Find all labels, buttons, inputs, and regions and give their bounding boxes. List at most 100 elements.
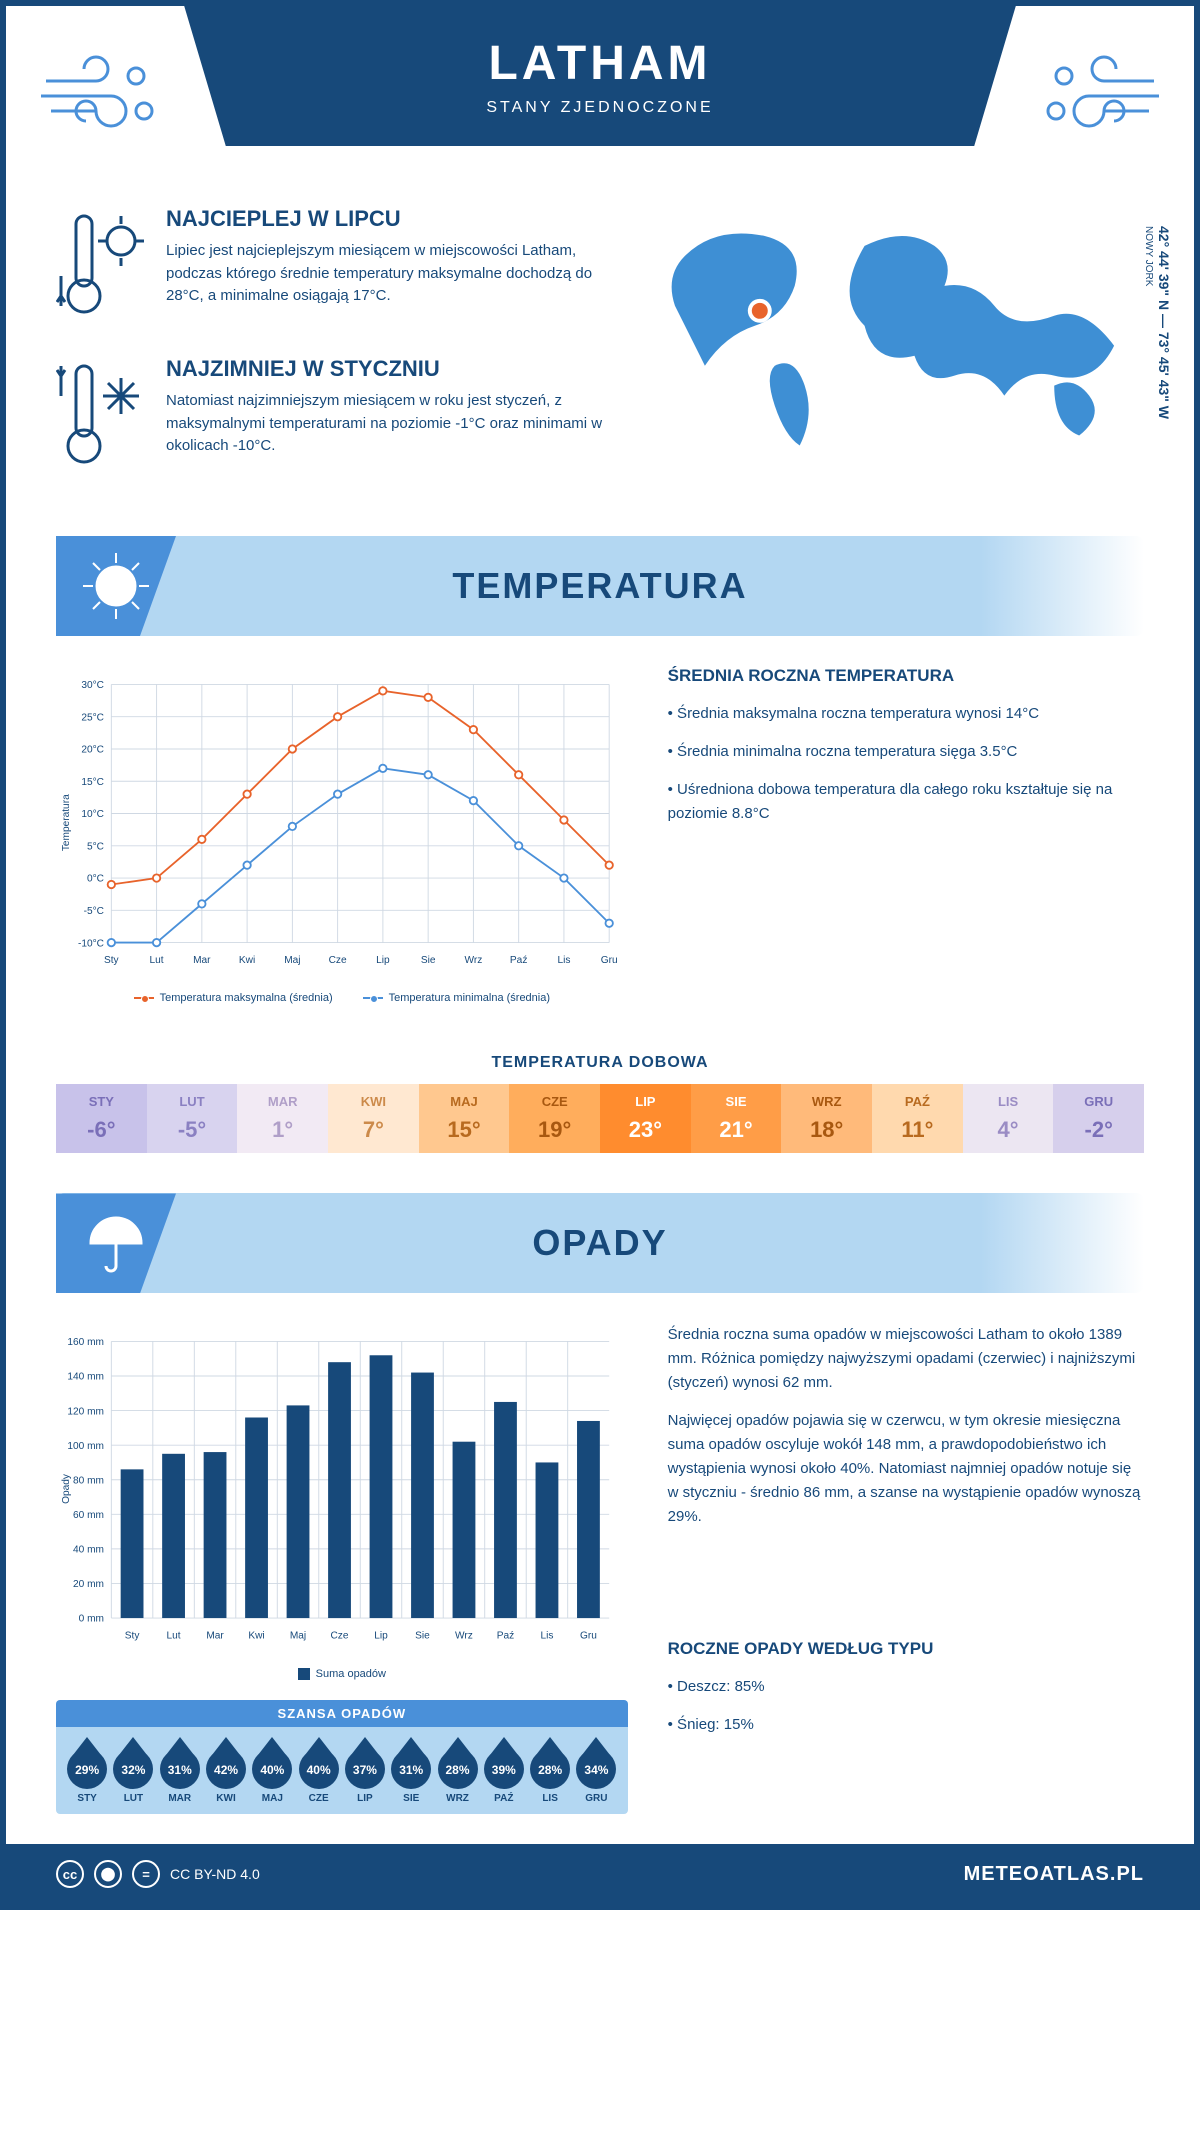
svg-text:Maj: Maj bbox=[284, 955, 300, 966]
temperature-section-header: TEMPERATURA bbox=[56, 536, 1144, 636]
thermometer-snow-icon bbox=[56, 356, 146, 476]
rain-chance-item: 37%LIP bbox=[345, 1741, 385, 1804]
rain-chance-item: 34%GRU bbox=[576, 1741, 616, 1804]
summary-bullet: • Średnia maksymalna roczna temperatura … bbox=[668, 702, 1144, 726]
svg-text:Opady: Opady bbox=[61, 1474, 72, 1505]
rain-chance-item: 40%CZE bbox=[299, 1741, 339, 1804]
svg-text:Lip: Lip bbox=[376, 955, 390, 966]
svg-text:0 mm: 0 mm bbox=[79, 1614, 104, 1625]
coldest-text: Natomiast najzimniejszym miesiącem w rok… bbox=[166, 390, 605, 458]
legend-item: Suma opadów bbox=[298, 1668, 386, 1680]
precip-summary-p1: Średnia roczna suma opadów w miejscowośc… bbox=[668, 1323, 1144, 1395]
daily-temp-cell: LUT-5° bbox=[147, 1084, 238, 1153]
page-subtitle: STANY ZJEDNOCZONE bbox=[486, 99, 713, 117]
svg-text:Paź: Paź bbox=[497, 1631, 514, 1642]
precipitation-bar-chart: 0 mm 20 mm 40 mm 60 mm 80 mm 100 mm 120 mm 140 … bbox=[56, 1323, 628, 1680]
svg-text:Sie: Sie bbox=[421, 955, 436, 966]
svg-text:Paź: Paź bbox=[510, 955, 527, 966]
daily-temp-table: STY-6°LUT-5°MAR1°KWI7°MAJ15°CZE19°LIP23°… bbox=[56, 1084, 1144, 1153]
svg-text:Lut: Lut bbox=[167, 1631, 181, 1642]
legend-label: Temperatura minimalna (średnia) bbox=[389, 992, 550, 1004]
svg-text:-5°C: -5°C bbox=[84, 906, 104, 917]
rain-chance-item: 32%LUT bbox=[113, 1741, 153, 1804]
svg-text:0°C: 0°C bbox=[87, 874, 104, 885]
legend-item: Temperatura maksymalna (średnia) bbox=[134, 992, 333, 1004]
svg-text:Gru: Gru bbox=[580, 1631, 597, 1642]
svg-text:Cze: Cze bbox=[329, 955, 347, 966]
precip-summary-p2: Najwięcej opadów pojawia się w czerwcu, … bbox=[668, 1409, 1144, 1529]
rain-chance-item: 28%WRZ bbox=[438, 1741, 478, 1804]
svg-text:Temperatura: Temperatura bbox=[61, 794, 72, 851]
svg-text:140 mm: 140 mm bbox=[67, 1372, 104, 1383]
warmest-title: NAJCIEPLEJ W LIPCU bbox=[166, 206, 605, 232]
svg-text:Wrz: Wrz bbox=[455, 1631, 473, 1642]
svg-text:120 mm: 120 mm bbox=[67, 1407, 104, 1418]
rain-chance-item: 28%LIS bbox=[530, 1741, 570, 1804]
svg-text:100 mm: 100 mm bbox=[67, 1441, 104, 1452]
coldest-title: NAJZIMNIEJ W STYCZNIU bbox=[166, 356, 605, 382]
coldest-fact: NAJZIMNIEJ W STYCZNIU Natomiast najzimni… bbox=[56, 356, 605, 476]
svg-text:Lut: Lut bbox=[150, 955, 164, 966]
daily-temp-cell: KWI7° bbox=[328, 1084, 419, 1153]
daily-temp-cell: SIE21° bbox=[691, 1084, 782, 1153]
svg-text:20 mm: 20 mm bbox=[73, 1580, 104, 1591]
rain-chance-item: 40%MAJ bbox=[252, 1741, 292, 1804]
svg-text:Gru: Gru bbox=[601, 955, 618, 966]
page-footer: cc ⬤ = CC BY-ND 4.0 METEOATLAS.PL bbox=[6, 1844, 1194, 1904]
license-text: CC BY-ND 4.0 bbox=[170, 1866, 260, 1882]
daily-temp-cell: WRZ18° bbox=[781, 1084, 872, 1153]
daily-temp-cell: MAJ15° bbox=[419, 1084, 510, 1153]
rain-chance-panel: SZANSA OPADÓW 29%STY32%LUT31%MAR42%KWI40… bbox=[56, 1700, 628, 1814]
page-title: LATHAM bbox=[488, 36, 711, 91]
svg-text:30°C: 30°C bbox=[81, 680, 104, 691]
svg-text:10°C: 10°C bbox=[81, 809, 104, 820]
svg-text:Mar: Mar bbox=[193, 955, 211, 966]
warmest-text: Lipiec jest najcieplejszym miesiącem w m… bbox=[166, 240, 605, 308]
title-banner: LATHAM STANY ZJEDNOCZONE bbox=[184, 6, 1016, 146]
svg-text:20°C: 20°C bbox=[81, 745, 104, 756]
legend-label: Suma opadów bbox=[316, 1668, 386, 1680]
svg-text:Lis: Lis bbox=[540, 1631, 553, 1642]
daily-temp-cell: PAŹ11° bbox=[872, 1084, 963, 1153]
rain-chance-item: 31%SIE bbox=[391, 1741, 431, 1804]
by-icon: ⬤ bbox=[94, 1860, 122, 1888]
precipitation-section-header: OPADY bbox=[56, 1193, 1144, 1293]
summary-bullet: • Średnia minimalna roczna temperatura s… bbox=[668, 740, 1144, 764]
coordinates-text: 42° 44' 39" N — 73° 45' 43" W bbox=[1156, 226, 1172, 419]
rain-chance-item: 29%STY bbox=[67, 1741, 107, 1804]
nd-icon: = bbox=[132, 1860, 160, 1888]
daily-temp-title: TEMPERATURA DOBOWA bbox=[6, 1054, 1194, 1072]
intro-section: NAJCIEPLEJ W LIPCU Lipiec jest najcieple… bbox=[6, 206, 1194, 536]
precip-type-title: ROCZNE OPADY WEDŁUG TYPU bbox=[668, 1639, 1144, 1659]
svg-text:160 mm: 160 mm bbox=[67, 1338, 104, 1349]
svg-text:80 mm: 80 mm bbox=[73, 1476, 104, 1487]
sun-icon bbox=[56, 536, 176, 636]
daily-temp-cell: GRU-2° bbox=[1053, 1084, 1144, 1153]
world-map-block: 42° 44' 39" N — 73° 45' 43" W NOWY JORK bbox=[645, 206, 1144, 506]
daily-temp-cell: MAR1° bbox=[237, 1084, 328, 1153]
svg-text:Kwi: Kwi bbox=[248, 1631, 264, 1642]
daily-temp-cell: CZE19° bbox=[509, 1084, 600, 1153]
wind-icon bbox=[1034, 46, 1164, 146]
type-item: • Deszcz: 85% bbox=[668, 1675, 1144, 1699]
rain-chance-item: 39%PAŹ bbox=[484, 1741, 524, 1804]
cc-icon: cc bbox=[56, 1860, 84, 1888]
svg-text:Kwi: Kwi bbox=[239, 955, 255, 966]
type-item: • Śnieg: 15% bbox=[668, 1713, 1144, 1737]
svg-text:Mar: Mar bbox=[206, 1631, 224, 1642]
page-header: LATHAM STANY ZJEDNOCZONE bbox=[6, 6, 1194, 206]
precipitation-title: OPADY bbox=[532, 1222, 667, 1264]
temp-summary-title: ŚREDNIA ROCZNA TEMPERATURA bbox=[668, 666, 1144, 686]
rain-chance-title: SZANSA OPADÓW bbox=[56, 1700, 628, 1727]
svg-text:60 mm: 60 mm bbox=[73, 1510, 104, 1521]
svg-text:40 mm: 40 mm bbox=[73, 1545, 104, 1556]
legend-label: Temperatura maksymalna (średnia) bbox=[160, 992, 333, 1004]
svg-text:Lis: Lis bbox=[557, 955, 570, 966]
svg-text:25°C: 25°C bbox=[81, 712, 104, 723]
umbrella-icon bbox=[56, 1193, 176, 1293]
legend-item: Temperatura minimalna (średnia) bbox=[363, 992, 550, 1004]
svg-text:Cze: Cze bbox=[331, 1631, 349, 1642]
region-text: NOWY JORK bbox=[1143, 226, 1154, 286]
svg-text:-10°C: -10°C bbox=[78, 938, 104, 949]
svg-text:Lip: Lip bbox=[374, 1631, 388, 1642]
